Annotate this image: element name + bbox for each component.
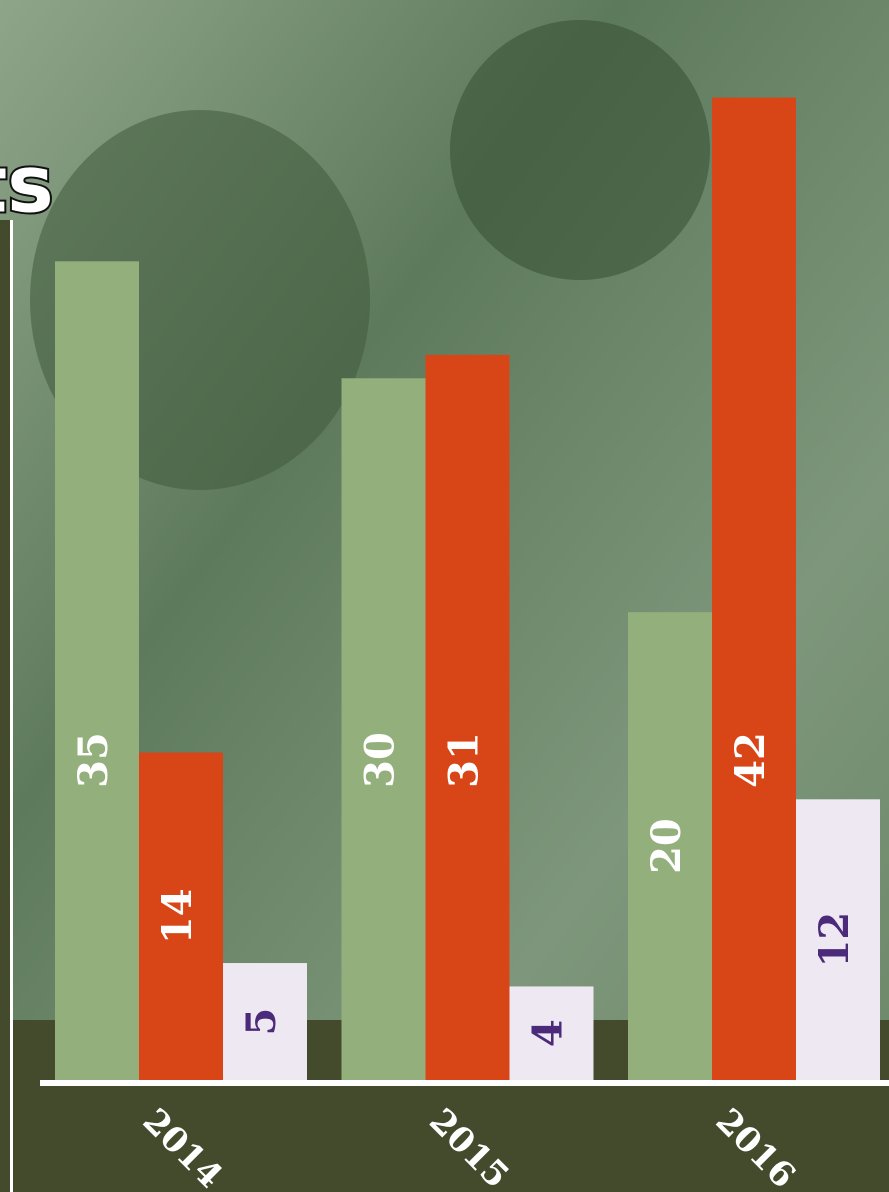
value-label: 31	[441, 732, 488, 788]
value-label: 12	[811, 912, 858, 968]
page: ts 3514520143031420152042122016 (() => {…	[0, 0, 889, 1192]
bar	[712, 98, 796, 1080]
value-label: 5	[238, 1008, 285, 1036]
chart: ts 3514520143031420152042122016	[0, 0, 889, 1192]
baseline	[40, 1080, 889, 1086]
value-label: 35	[70, 732, 117, 788]
value-label: 4	[525, 1019, 572, 1047]
value-label: 42	[727, 732, 774, 788]
chart-title: ts	[0, 140, 54, 230]
photo-shape	[450, 20, 710, 280]
value-label: 14	[154, 888, 201, 944]
left-rule	[10, 220, 13, 1192]
bar	[342, 378, 426, 1080]
value-label: 30	[357, 732, 404, 788]
bar	[55, 261, 139, 1080]
bar	[426, 355, 510, 1080]
value-label: 20	[643, 818, 690, 874]
left-strip	[0, 220, 10, 1192]
